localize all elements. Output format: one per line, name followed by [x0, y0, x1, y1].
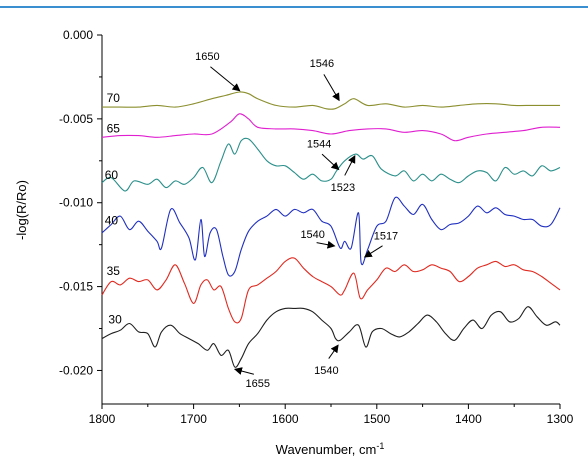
annotation-arrow-1540 — [316, 240, 336, 249]
top-rule — [0, 6, 588, 8]
annotation-label-1540: 1540 — [314, 365, 338, 377]
annotation-arrow-1517 — [363, 245, 383, 258]
y-tick-label: -0.015 — [59, 280, 93, 294]
series-line-35 — [101, 257, 561, 324]
x-axis-title: Wavenumber, cm-1 — [276, 441, 385, 457]
annotation-label-1517: 1517 — [374, 231, 398, 243]
y-tick-label: -0.020 — [59, 363, 93, 377]
annotation-label-1546: 1546 — [310, 58, 334, 70]
series-line-40 — [101, 196, 561, 277]
x-axis: 1800 1700 1600 1500 1400 1300 — [89, 404, 574, 426]
x-axis-title-superscript: -1 — [376, 441, 384, 451]
annotation-label-1655: 1655 — [245, 378, 269, 390]
series-label-35: 35 — [107, 264, 121, 278]
annotation-arrow-1540 — [328, 344, 339, 359]
annotation-label-1540: 1540 — [300, 229, 324, 241]
series-label-65: 65 — [107, 121, 121, 135]
series-label-40: 40 — [105, 214, 119, 228]
series-line-65 — [101, 113, 561, 142]
plot-frame — [101, 35, 560, 405]
y-tick-label: -0.005 — [59, 112, 93, 126]
series-labels: 70 65 60 40 35 30 — [105, 91, 122, 326]
y-axis-title: -log(R/Ro) — [14, 180, 29, 240]
y-tick-label: -0.010 — [59, 196, 93, 210]
annotation-arrow-1544 — [321, 153, 340, 171]
y-tick-label: 0.000 — [63, 28, 93, 42]
x-tick-label: 1400 — [455, 412, 482, 426]
annotation-arrow-1523 — [344, 154, 356, 176]
series-label-30: 30 — [108, 312, 122, 326]
series-label-70: 70 — [107, 91, 121, 105]
annotation-label-1650: 1650 — [195, 51, 219, 63]
series-label-60: 60 — [105, 168, 119, 182]
x-tick-label: 1500 — [363, 412, 390, 426]
x-axis-title-text: Wavenumber, cm — [276, 442, 377, 457]
annotation-label-1544: 1544 — [307, 138, 331, 150]
annotations: 1650 1546 1544 1523 1540 1517 1655 1540 — [195, 51, 398, 390]
y-axis: 0.000 -0.005 -0.010 -0.015 -0.020 — [59, 28, 102, 377]
annotation-arrow-1655 — [233, 367, 254, 375]
x-tick-label: 1300 — [547, 412, 574, 426]
series-group — [101, 91, 561, 368]
annotation-arrow-1546 — [323, 74, 340, 102]
x-tick-label: 1600 — [272, 412, 299, 426]
annotation-label-1523: 1523 — [331, 182, 355, 194]
series-line-70 — [102, 91, 560, 110]
x-tick-label: 1800 — [89, 412, 116, 426]
series-line-60 — [101, 137, 561, 192]
series-line-30 — [101, 306, 561, 368]
annotation-arrow-1650 — [210, 66, 241, 92]
x-tick-label: 1700 — [180, 412, 207, 426]
